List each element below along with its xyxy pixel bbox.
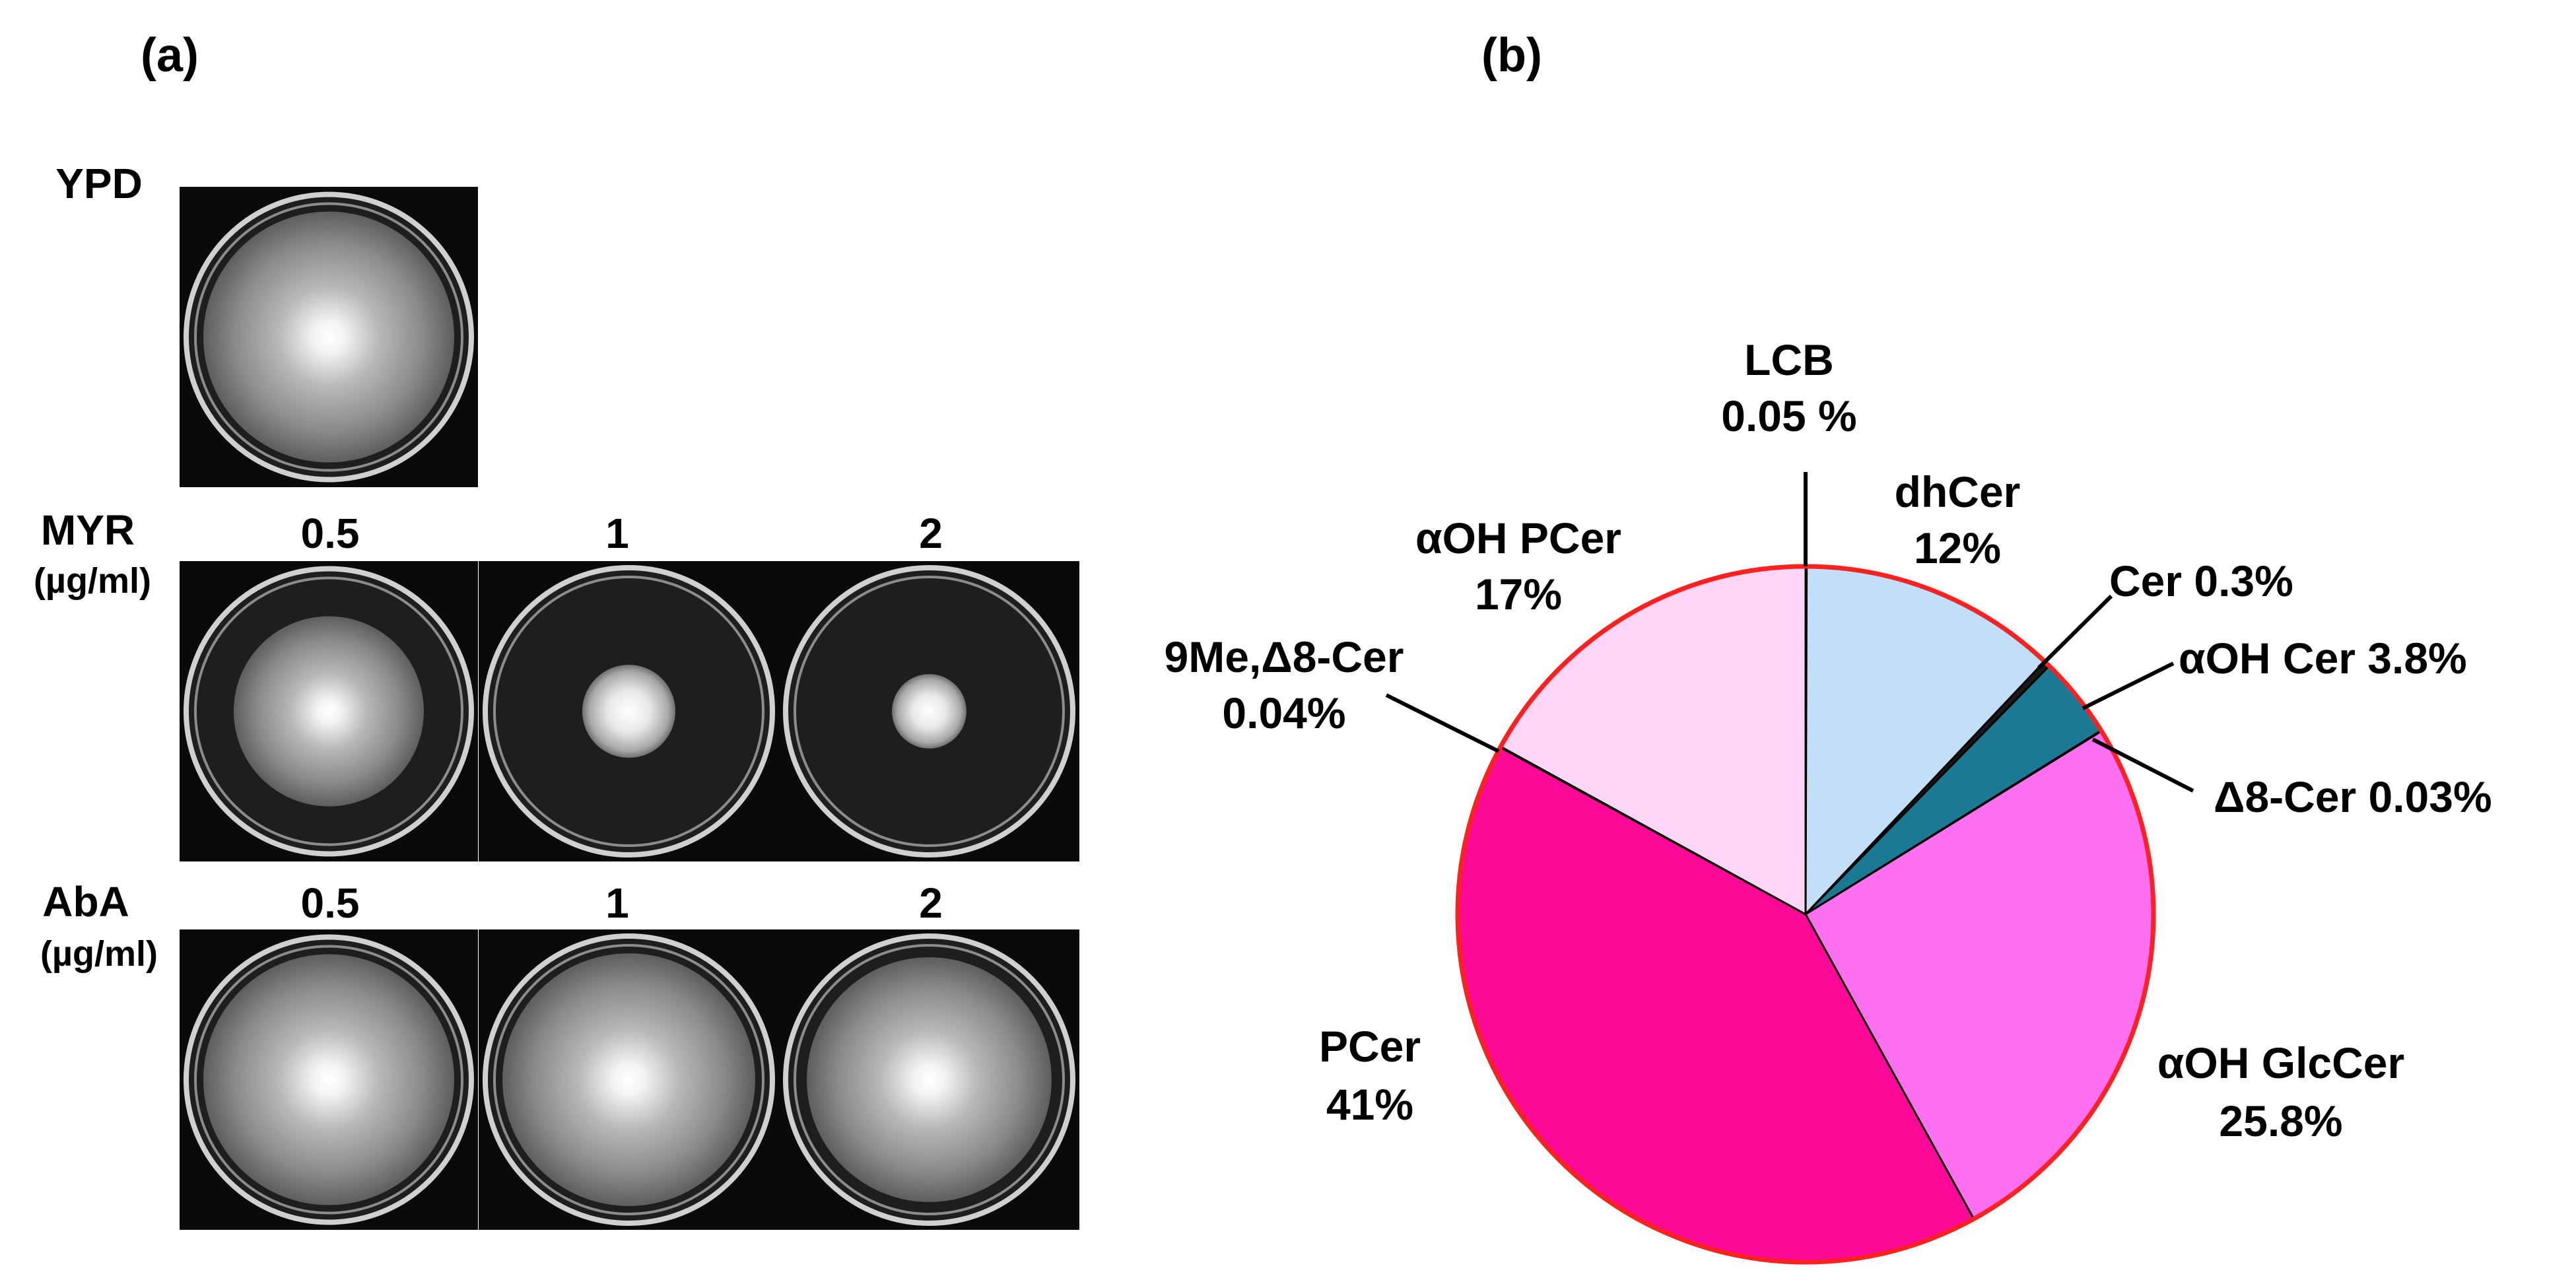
fungal-colony [203, 954, 454, 1205]
fungal-colony [502, 953, 755, 1206]
row-unit-myr: (µg/ml) [34, 561, 151, 601]
row-label-aba: AbA [42, 878, 129, 926]
petri-dish-inner-rim [493, 576, 764, 847]
panel-b-label: (b) [1481, 29, 1542, 82]
leader-d8-cer [2091, 737, 2194, 793]
leader-9me-d8-cer [1385, 693, 1500, 753]
pie-label-lcb: LCB 0.05 % [1721, 335, 1856, 440]
plate-aba-0.5 [180, 929, 478, 1230]
myr-conc-2: 2 [919, 510, 943, 557]
myr-conc-0: 0.5 [301, 510, 360, 557]
plate-myr-1 [479, 561, 779, 861]
plate-ypd [180, 187, 478, 487]
pie-labels: LCB 0.05 % dhCer 12% Cer 0.3% αOH Cer 3.8% Δ8-… [1165, 335, 2492, 1145]
aba-conc-2: 2 [919, 879, 943, 927]
pie-label-pcer: PCer 41% [1319, 1022, 1421, 1129]
aba-conc-1: 1 [605, 879, 629, 927]
fungal-colony [582, 664, 676, 758]
plate-myr-0.5 [180, 561, 478, 861]
petri-dish-inner-rim [194, 945, 463, 1215]
plate-aba-2 [779, 929, 1079, 1230]
fungal-colony [234, 616, 424, 807]
fungal-colony [892, 674, 966, 749]
pie-label--oh-pcer: αOH PCer 17% [1415, 514, 1621, 619]
row-label-ypd: YPD [55, 160, 143, 207]
panel-a-label: (a) [141, 29, 199, 82]
pie-label--oh-cer: αOH Cer 3.8% [2179, 634, 2467, 683]
petri-dish-inner-rim [794, 944, 1065, 1215]
petri-dish-inner-rim [493, 944, 764, 1215]
pie-label-9me-8-cer: 9Me,Δ8-Cer 0.04% [1165, 632, 1404, 737]
pie-chart [1455, 564, 2156, 1265]
leader-cer [2037, 594, 2113, 670]
row-label-myr: MYR [41, 506, 135, 554]
plate-aba-1 [479, 929, 779, 1230]
pie-label--8-cer: Δ8-Cer 0.03% [2214, 772, 2492, 821]
aba-conc-0: 0.5 [301, 879, 360, 927]
pie-leader-lines [1385, 472, 2194, 793]
row-unit-aba: (µg/ml) [40, 934, 158, 974]
fungal-colony [807, 957, 1052, 1202]
leader-aoh-cer [2082, 661, 2175, 710]
pie-label-cer: Cer 0.3% [2109, 556, 2293, 605]
petri-dish-inner-rim [794, 576, 1065, 847]
fungal-colony [203, 211, 454, 463]
petri-dish-inner-rim [194, 576, 463, 846]
plate-photos [180, 187, 1079, 1230]
petri-dish-inner-rim [194, 202, 463, 472]
pie-label--oh-glccer: αOH GlcCer 25.8% [2157, 1038, 2404, 1145]
pie-label-dhcer: dhCer 12% [1895, 467, 2021, 572]
plate-myr-2 [779, 561, 1079, 861]
myr-conc-1: 1 [605, 510, 629, 557]
